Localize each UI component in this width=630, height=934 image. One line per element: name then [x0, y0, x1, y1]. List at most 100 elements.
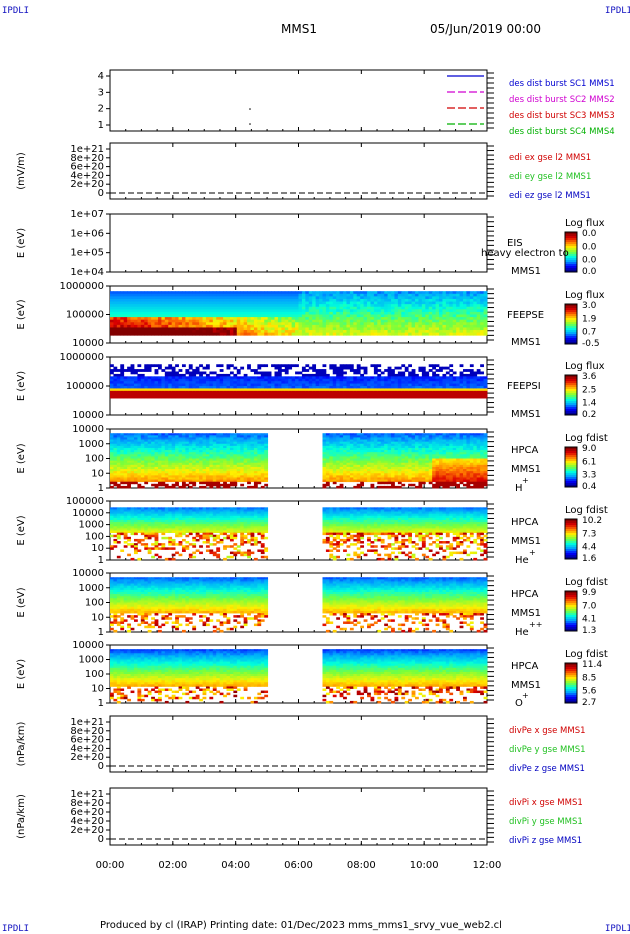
- species-label: He: [515, 555, 529, 566]
- y-tick-label: 10000: [72, 568, 104, 579]
- colorbar-segment: [565, 316, 577, 319]
- colorbar-segment: [565, 613, 577, 616]
- colorbar-segment: [565, 673, 577, 676]
- colorbar-segment: [565, 683, 577, 686]
- y-tick-label: 8e+20: [70, 726, 104, 737]
- spacecraft-label: MMS1: [511, 608, 541, 619]
- corner-label-bottom-right: IPDLI: [605, 924, 630, 934]
- overlay-label: heavy electron to: [481, 248, 569, 259]
- y-axis-label: (nPa/km): [16, 794, 27, 839]
- species-charge-label: +: [522, 691, 529, 700]
- colorbar-segment: [565, 377, 577, 380]
- colorbar-segment: [565, 258, 577, 261]
- colorbar-tick-label: 3.0: [582, 301, 597, 311]
- legend-entry: divPi z gse MMS1: [509, 836, 582, 846]
- colorbar-segment: [565, 531, 577, 534]
- colorbar-segment: [565, 447, 577, 450]
- colorbar-segment: [565, 393, 577, 396]
- colorbar-tick-label: 8.5: [582, 673, 596, 683]
- colorbar-segment: [565, 326, 577, 329]
- y-tick-label: 100000: [66, 496, 104, 507]
- y-axis-label: E (eV): [16, 659, 27, 689]
- y-tick-label: 1e+05: [70, 248, 104, 259]
- colorbar-tick-label: 7.0: [582, 601, 597, 611]
- colorbar-segment: [565, 603, 577, 606]
- colorbar-segment: [565, 529, 577, 532]
- colorbar-segment: [565, 254, 577, 257]
- colorbar-tick-label: 9.9: [582, 588, 597, 598]
- y-tick-label: 10000: [72, 424, 104, 435]
- colorbar-segment: [565, 617, 577, 620]
- y-tick-label: 1e+21: [70, 789, 104, 800]
- colorbar-tick-label: 4.1: [582, 615, 596, 625]
- colorbar-segment: [565, 625, 577, 628]
- y-axis-label: E (eV): [16, 371, 27, 401]
- burst-dot: [249, 108, 251, 110]
- colorbar-frame: [564, 231, 578, 273]
- x-tick-label: 04:00: [221, 860, 250, 871]
- colorbar-tick-label: 0.2: [582, 410, 596, 420]
- colorbar-frame: [564, 374, 578, 416]
- y-tick-label: 4e+20: [70, 816, 104, 827]
- colorbar-tick-label: 7.3: [582, 529, 596, 539]
- y-tick-label: 1e+21: [70, 717, 104, 728]
- colorbar-segment: [565, 679, 577, 682]
- colorbar-segment: [565, 312, 577, 315]
- colorbar-tick-label: 0.0: [582, 229, 597, 239]
- colorbar-segment: [565, 555, 577, 558]
- colorbar-segment: [565, 479, 577, 482]
- y-tick-label: 10000: [72, 338, 104, 349]
- colorbar-tick-label: 6.1: [582, 457, 596, 467]
- colorbar-segment: [565, 551, 577, 554]
- y-tick-label: 4e+20: [70, 743, 104, 754]
- spectrogram-cells: [110, 364, 488, 399]
- colorbar-segment: [565, 461, 577, 464]
- instrument-label: HPCA: [511, 661, 539, 672]
- y-tick-label: 1: [98, 698, 104, 709]
- colorbar-tick-label: 9.0: [582, 444, 597, 454]
- colorbar-segment: [565, 695, 577, 698]
- species-label: H: [515, 483, 523, 494]
- y-tick-label: 100: [85, 669, 104, 680]
- colorbar-segment: [565, 691, 577, 694]
- colorbar-segment: [565, 607, 577, 610]
- y-axis-label: (mV/m): [16, 152, 27, 190]
- colorbar-frame: [564, 590, 578, 632]
- spacecraft-label: MMS1: [511, 266, 541, 277]
- colorbar-segment: [565, 389, 577, 392]
- legend-entry: des dist burst SC2 MMS2: [509, 95, 615, 105]
- y-tick-label: 6e+20: [70, 807, 104, 818]
- colorbar-segment: [565, 453, 577, 456]
- colorbar-frame: [564, 662, 578, 704]
- colorbar-segment: [565, 332, 577, 335]
- spacecraft-label: MMS1: [511, 536, 541, 547]
- colorbar-tick-label: -0.5: [582, 339, 600, 349]
- colorbar-segment: [565, 320, 577, 323]
- colorbar-segment: [565, 395, 577, 398]
- colorbar-segment: [565, 477, 577, 480]
- colorbar-segment: [565, 623, 577, 626]
- colorbar-segment: [565, 248, 577, 251]
- colorbar-segment: [565, 455, 577, 458]
- y-tick-label: 10: [91, 684, 104, 695]
- legend-entry: divPe x gse MMS1: [509, 726, 586, 736]
- y-axis-label: E (eV): [16, 228, 27, 258]
- y-tick-label: 1000: [79, 520, 104, 531]
- instrument-label: EIS: [507, 238, 523, 249]
- colorbar-title: Log fdist: [565, 577, 608, 588]
- colorbar-segment: [565, 338, 577, 341]
- colorbar-segment: [565, 451, 577, 454]
- y-tick-label: 6e+20: [70, 735, 104, 746]
- y-tick-label: 1000: [79, 655, 104, 666]
- colorbar-segment: [565, 523, 577, 526]
- colorbar-segment: [565, 459, 577, 462]
- y-tick-label: 4: [98, 71, 104, 82]
- colorbar-segment: [565, 264, 577, 267]
- y-tick-label: 100: [85, 454, 104, 465]
- colorbar-segment: [565, 605, 577, 608]
- colorbar-segment: [565, 236, 577, 239]
- colorbar-segment: [565, 485, 577, 488]
- footer-text: Produced by cl (IRAP) Printing date: 01/…: [100, 920, 502, 931]
- colorbar-segment: [565, 324, 577, 327]
